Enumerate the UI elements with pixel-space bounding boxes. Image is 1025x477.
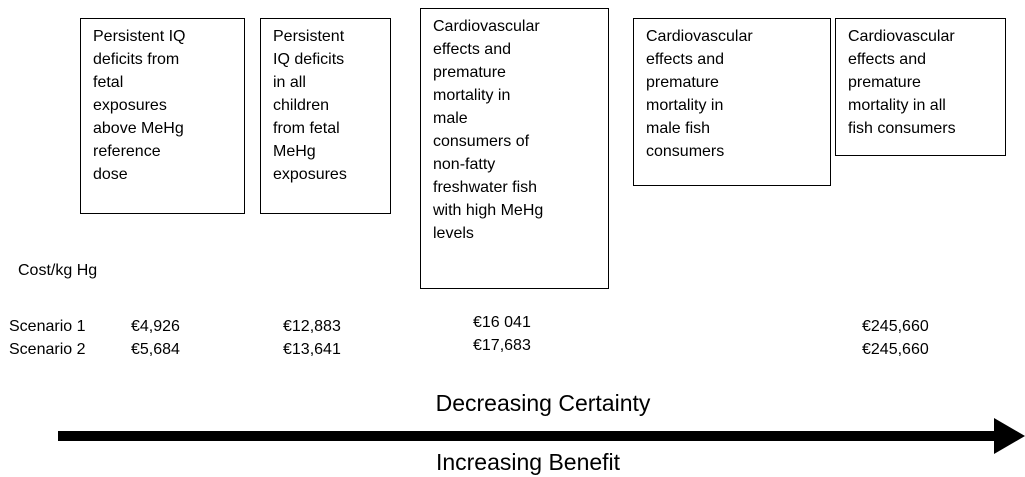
cost-value: €12,883 <box>283 318 341 335</box>
box-line: consumers of <box>433 133 530 150</box>
cost-value: €245,660 <box>862 318 929 335</box>
cost-value: €16 041 <box>473 314 531 331</box>
box-line: mortality in all <box>848 97 946 114</box>
box-line: premature <box>646 74 719 91</box>
cost-label: Cost/kg Hg <box>18 262 98 279</box>
certainty-label: Decreasing Certainty <box>435 390 651 416</box>
scenario-label: Scenario 2 <box>9 341 86 358</box>
text-box: Cardiovascular effects and premature mortal… <box>420 8 609 289</box>
box-line: Cardiovascular <box>433 18 540 35</box>
box-line: levels <box>433 225 474 242</box>
box-line: mortality in <box>646 97 724 114</box>
cost-value: €5,684 <box>131 341 180 358</box>
box-line: fish consumers <box>848 120 956 137</box>
box-line: dose <box>93 166 128 183</box>
box-line: fetal <box>93 74 124 91</box>
text-box: Persistent IQ deficits from fetal exposures… <box>80 18 245 214</box>
cost-value: €17,683 <box>473 337 531 354</box>
box-line: Cardiovascular <box>646 28 753 45</box>
box-line: non-fatty <box>433 156 496 173</box>
box-line: premature <box>433 64 506 81</box>
box-line: in all <box>273 74 306 91</box>
box-line: children <box>273 97 330 114</box>
box-line: deficits from <box>93 51 180 68</box>
box-line: exposures <box>93 97 167 114</box>
text-box: Cardiovascular effects and premature mortal… <box>633 18 831 186</box>
box-line: consumers <box>646 143 725 160</box>
arrow-head <box>994 418 1025 454</box>
box-line: MeHg <box>273 143 316 160</box>
box-line: effects and <box>646 51 724 68</box>
box-line: Persistent IQ <box>93 28 186 45</box>
box-line: from fetal <box>273 120 340 137</box>
box-line: reference <box>93 143 161 160</box>
cost-value: €13,641 <box>283 341 341 358</box>
scenario-label: Scenario 1 <box>9 318 86 335</box>
cost-value: €245,660 <box>862 341 929 358</box>
box-line: Cardiovascular <box>848 28 955 45</box>
box-line: effects and <box>848 51 926 68</box>
box-line: IQ deficits <box>273 51 345 68</box>
box-line: premature <box>848 74 921 91</box>
box-line: Persistent <box>273 28 345 45</box>
box-line: male fish <box>646 120 711 137</box>
arrow-shaft <box>58 431 998 441</box>
box-line: above MeHg <box>93 120 184 137</box>
box-line: freshwater fish <box>433 179 538 196</box>
box-line: effects and <box>433 41 511 58</box>
text-box: Persistent IQ deficits in all children from … <box>260 18 391 214</box>
box-line: exposures <box>273 166 347 183</box>
box-line: male <box>433 110 468 127</box>
benefit-label: Increasing Benefit <box>435 449 621 475</box>
box-line: mortality in <box>433 87 511 104</box>
text-box: Cardiovascular effects and premature mortal… <box>835 18 1006 156</box>
cost-value: €4,926 <box>131 318 180 335</box>
box-line: with high MeHg <box>433 202 544 219</box>
